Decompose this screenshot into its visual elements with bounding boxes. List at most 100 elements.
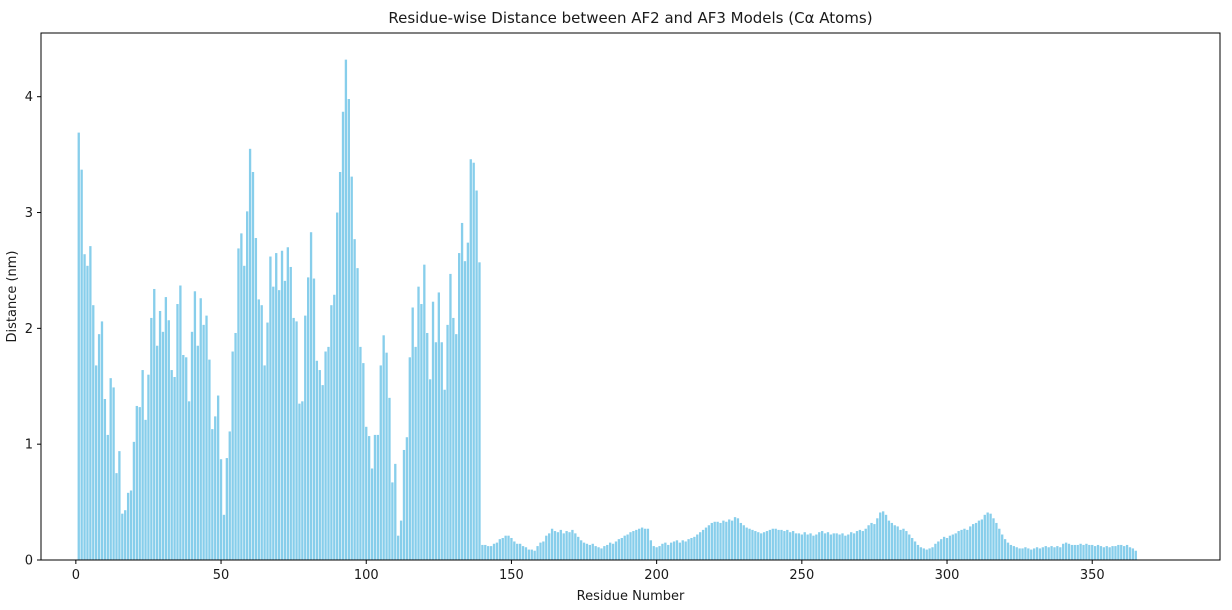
bar-residue-96 bbox=[353, 239, 356, 561]
bar-residue-247 bbox=[791, 531, 795, 560]
bar-residue-330 bbox=[1032, 548, 1036, 560]
bar-residue-229 bbox=[739, 522, 743, 560]
bar-residue-351 bbox=[1093, 546, 1097, 560]
bar-residue-56 bbox=[237, 248, 240, 560]
bar-residue-304 bbox=[957, 531, 960, 560]
bar-residue-32 bbox=[167, 320, 170, 560]
bar-residue-80 bbox=[307, 277, 310, 560]
bar-residue-353 bbox=[1099, 546, 1103, 560]
bar-residue-195 bbox=[640, 527, 644, 560]
bar-residue-162 bbox=[545, 535, 548, 560]
bar-residue-298 bbox=[940, 539, 943, 560]
bar-residue-173 bbox=[577, 536, 580, 560]
bar-residue-82 bbox=[312, 278, 316, 560]
bar-residue-38 bbox=[185, 357, 188, 560]
bar-residue-272 bbox=[864, 528, 867, 560]
bar-residue-300 bbox=[945, 537, 949, 560]
bar-residue-41 bbox=[193, 291, 197, 560]
bar-residue-348 bbox=[1085, 543, 1088, 560]
bar-residue-130 bbox=[452, 317, 455, 560]
bar-residue-180 bbox=[597, 547, 600, 560]
bar-residue-42 bbox=[196, 345, 199, 560]
bar-residue-6 bbox=[92, 305, 95, 560]
bar-residue-168 bbox=[562, 533, 565, 560]
bar-residue-267 bbox=[850, 532, 853, 560]
bar-residue-110 bbox=[394, 463, 397, 560]
bar-residue-131 bbox=[455, 334, 458, 560]
bar-residue-261 bbox=[832, 533, 835, 560]
bar-residue-187 bbox=[617, 539, 621, 560]
y-tick-label: 0 bbox=[25, 554, 33, 569]
bar-residue-155 bbox=[524, 547, 528, 560]
bar-residue-115 bbox=[408, 357, 411, 560]
bar-residue-113 bbox=[402, 449, 406, 560]
bar-residue-296 bbox=[934, 543, 937, 560]
bar-residue-227 bbox=[733, 517, 737, 560]
bar-residue-320 bbox=[1003, 539, 1007, 560]
bar-residue-289 bbox=[913, 541, 917, 560]
bar-residue-33 bbox=[170, 370, 173, 560]
bar-residue-308 bbox=[969, 526, 972, 560]
bar-residue-55 bbox=[234, 332, 237, 560]
bar-residue-333 bbox=[1041, 547, 1045, 560]
bar-residue-210 bbox=[684, 541, 687, 560]
bar-residue-277 bbox=[879, 512, 882, 560]
bar-residue-322 bbox=[1009, 544, 1013, 560]
bar-residue-355 bbox=[1105, 546, 1108, 560]
bar-residue-129 bbox=[449, 273, 452, 560]
bar-residue-240 bbox=[771, 528, 774, 560]
bar-residue-202 bbox=[661, 543, 664, 560]
bar-residue-275 bbox=[873, 524, 876, 560]
bar-residue-347 bbox=[1082, 544, 1085, 560]
axes-frame bbox=[40, 32, 1221, 561]
bar-residue-159 bbox=[536, 546, 539, 560]
bar-residue-66 bbox=[266, 322, 269, 560]
x-tick-label: 300 bbox=[935, 568, 960, 583]
bar-residue-86 bbox=[324, 351, 327, 560]
x-tick-label: 200 bbox=[644, 568, 669, 583]
bar-residue-88 bbox=[330, 305, 333, 560]
bar-residue-126 bbox=[440, 342, 443, 560]
bar-residue-74 bbox=[289, 266, 292, 560]
bar-residue-27 bbox=[153, 288, 156, 560]
bar-residue-364 bbox=[1131, 548, 1135, 560]
bar-residue-288 bbox=[911, 537, 914, 560]
bar-residue-181 bbox=[600, 548, 603, 560]
bar-residue-106 bbox=[382, 335, 385, 560]
bar-residue-151 bbox=[513, 541, 516, 560]
bar-residue-119 bbox=[420, 304, 423, 560]
x-tick-label: 250 bbox=[789, 568, 814, 583]
bar-residue-233 bbox=[751, 529, 754, 560]
bar-residue-313 bbox=[983, 514, 986, 560]
bar-residue-352 bbox=[1096, 544, 1100, 560]
bar-residue-48 bbox=[214, 416, 217, 560]
bar-residue-363 bbox=[1128, 547, 1132, 560]
bar-residue-101 bbox=[367, 436, 371, 560]
bar-residue-36 bbox=[179, 285, 182, 560]
bar-residue-281 bbox=[890, 522, 894, 560]
bar-residue-215 bbox=[699, 532, 702, 560]
bar-residue-200 bbox=[655, 547, 658, 560]
bar-residue-307 bbox=[966, 529, 969, 560]
bar-residue-116 bbox=[411, 307, 414, 560]
bar-residue-325 bbox=[1018, 548, 1021, 560]
bar-residue-339 bbox=[1059, 547, 1062, 560]
bar-residue-242 bbox=[777, 529, 780, 560]
bar-residue-145 bbox=[495, 542, 499, 560]
x-tick-label: 50 bbox=[213, 568, 230, 583]
x-tick-label: 350 bbox=[1080, 568, 1105, 583]
bar-residue-149 bbox=[507, 535, 510, 560]
bar-residue-358 bbox=[1114, 546, 1117, 560]
bar-residue-209 bbox=[681, 540, 684, 560]
bar-residue-334 bbox=[1044, 546, 1047, 560]
bar-residue-18 bbox=[126, 492, 130, 560]
bar-residue-253 bbox=[809, 533, 812, 560]
bar-residue-311 bbox=[977, 520, 981, 560]
bar-residue-35 bbox=[176, 304, 179, 560]
bar-residue-49 bbox=[216, 395, 220, 560]
bar-residue-15 bbox=[118, 451, 121, 560]
x-axis-ticks: 0 50 100 150 200 250 300 350 bbox=[72, 560, 1105, 583]
bar-residue-52 bbox=[225, 458, 229, 560]
bar-residue-204 bbox=[667, 544, 670, 560]
